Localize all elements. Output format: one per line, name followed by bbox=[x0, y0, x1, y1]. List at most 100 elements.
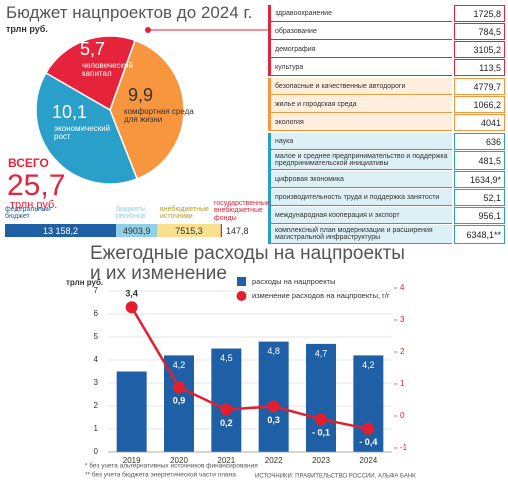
row-label: демография bbox=[271, 41, 452, 58]
table-group: здравоохранение 1725,8 образование 784,5 дем… bbox=[268, 5, 505, 76]
row-value: 4041 bbox=[454, 114, 505, 131]
row-label: малое и среднее предпринимательство и по… bbox=[271, 151, 452, 170]
table-row: культура 113,5 bbox=[271, 59, 505, 76]
row-value: 956,1 bbox=[454, 207, 505, 224]
bar-value: 4,8 bbox=[267, 346, 280, 356]
x-tick-label: 2021 bbox=[217, 456, 235, 465]
y-tick-label: 4 bbox=[94, 355, 99, 364]
row-label: образование bbox=[271, 23, 452, 40]
table-row: экология 4041 bbox=[271, 114, 505, 131]
y-tick-label: 5 bbox=[94, 332, 99, 341]
x-tick-label: 2019 bbox=[123, 456, 141, 465]
connector-dot bbox=[145, 27, 151, 33]
footnote: ** без учета бюджета энергетической част… bbox=[85, 471, 236, 479]
y2-tick-label: 3 bbox=[400, 315, 405, 324]
legend-label: расходы на нацпроекты bbox=[252, 277, 335, 286]
budget-segment bbox=[157, 224, 221, 237]
row-value: 4779,7 bbox=[454, 78, 505, 95]
segment-label: государственные внебюджетные фонды bbox=[214, 200, 270, 222]
row-value: 636 bbox=[454, 133, 505, 150]
table-row: цифровая экономика 1634,9* bbox=[271, 171, 505, 188]
line-point bbox=[267, 400, 280, 413]
row-label: комплексный план модернизации и расширен… bbox=[271, 225, 452, 244]
line-value: 0,2 bbox=[220, 418, 233, 428]
total-unit: трлн руб. bbox=[10, 199, 58, 211]
footnote: * без учета альтернативных источников фи… bbox=[85, 462, 258, 470]
row-label: безопасные и качественные автодороги bbox=[271, 78, 452, 95]
y-tick-label: 6 bbox=[94, 309, 99, 318]
segment-value: 13 158,2 bbox=[43, 226, 78, 236]
y2-tick-label: 4 bbox=[400, 283, 405, 292]
y-tick-label: 7 bbox=[94, 286, 99, 295]
budget-segment bbox=[115, 224, 158, 237]
y2-tick-label: 1 bbox=[400, 379, 405, 388]
line-point bbox=[362, 422, 375, 435]
pie-slice bbox=[109, 39, 185, 180]
slice-label: человеческий капитал bbox=[82, 61, 133, 79]
bar-value: 4,5 bbox=[220, 353, 233, 363]
slice-value: 10,1 bbox=[52, 102, 88, 122]
slice-label: комфортная среда для жизни bbox=[124, 107, 194, 125]
y-tick-label: 1 bbox=[94, 424, 99, 433]
row-value: 6348,1** bbox=[454, 225, 505, 244]
bar bbox=[116, 371, 147, 452]
legend-label: изменение расходов на нацпроекты, г/г bbox=[252, 291, 390, 300]
row-label: здравоохранение bbox=[271, 5, 452, 22]
line-value: - 0,4 bbox=[359, 437, 377, 447]
table-row: безопасные и качественные автодороги 4779… bbox=[271, 78, 505, 95]
x-tick-label: 2022 bbox=[265, 456, 283, 465]
bar bbox=[306, 343, 336, 452]
table-row: международная кооперация и экспорт 956,1 bbox=[271, 207, 505, 224]
slice-label: экономический рост bbox=[54, 124, 111, 142]
row-label: жилье и городская среда bbox=[271, 96, 452, 113]
title: Бюджет нацпроектов до 2024 г. bbox=[6, 3, 253, 22]
table-row: наука 636 bbox=[271, 133, 505, 150]
table-group: наука 636 малое и среднее предпринимательс… bbox=[268, 133, 505, 244]
slice-value: 9,9 bbox=[128, 85, 154, 105]
source: ИСТОЧНИКИ: ПРАВИТЕЛЬСТВО РОССИИ, АЛЬФА Б… bbox=[255, 474, 416, 480]
legend-swatch bbox=[236, 291, 247, 301]
x-tick-label: 2023 bbox=[312, 456, 330, 465]
line-point bbox=[173, 381, 185, 394]
bar-value: 4,2 bbox=[362, 360, 375, 370]
y-axis-label: трлн руб. bbox=[66, 278, 104, 287]
row-value: 1634,9* bbox=[454, 171, 505, 188]
table: здравоохранение 1725,8 образование 784,5 дем… bbox=[268, 5, 505, 244]
x-tick-label: 2020 bbox=[170, 456, 188, 465]
table-row: комплексный план модернизации и расширен… bbox=[271, 225, 505, 244]
row-value: 1066,2 bbox=[454, 96, 505, 113]
bar-value: 4,7 bbox=[315, 348, 328, 358]
row-label: наука bbox=[271, 133, 452, 150]
budget-segment bbox=[5, 224, 116, 237]
line bbox=[130, 306, 369, 431]
budget-segment bbox=[220, 224, 222, 237]
row-value: 3105,2 bbox=[454, 41, 505, 58]
bar bbox=[211, 348, 242, 452]
row-value: 481,5 bbox=[454, 151, 505, 170]
y2-tick-label: 2 bbox=[400, 347, 405, 356]
y2-tick-label: -1 bbox=[400, 443, 408, 452]
table-row: здравоохранение 1725,8 bbox=[271, 5, 505, 22]
y-tick-label: 3 bbox=[94, 378, 99, 387]
line-value: 0,9 bbox=[173, 396, 186, 406]
line-point bbox=[315, 413, 327, 426]
line-value: - 0,1 bbox=[312, 428, 330, 438]
line-value: 3,4 bbox=[125, 289, 138, 299]
row-value: 113,5 bbox=[454, 59, 505, 76]
table-row: малое и среднее предпринимательство и по… bbox=[271, 151, 505, 170]
line-point bbox=[125, 301, 138, 314]
y-tick-label: 0 bbox=[94, 447, 99, 456]
bar bbox=[258, 341, 289, 452]
row-label: производительность труда и поддержка зан… bbox=[271, 189, 452, 206]
row-label: цифровая экономика bbox=[271, 171, 452, 188]
chart-title: и их изменение bbox=[90, 263, 227, 284]
segment-value: 7515,3 bbox=[175, 226, 203, 236]
y-tick-label: 2 bbox=[94, 401, 99, 410]
pie-slice bbox=[35, 71, 139, 185]
segment-label: внебюджетные источники bbox=[160, 206, 209, 221]
table-row: жилье и городская среда 1066,2 bbox=[271, 96, 505, 113]
segment-label: бюджеты регионов bbox=[116, 206, 146, 221]
bar-value: 4,2 bbox=[173, 360, 186, 370]
segment-value: 4903,9 bbox=[123, 226, 151, 236]
